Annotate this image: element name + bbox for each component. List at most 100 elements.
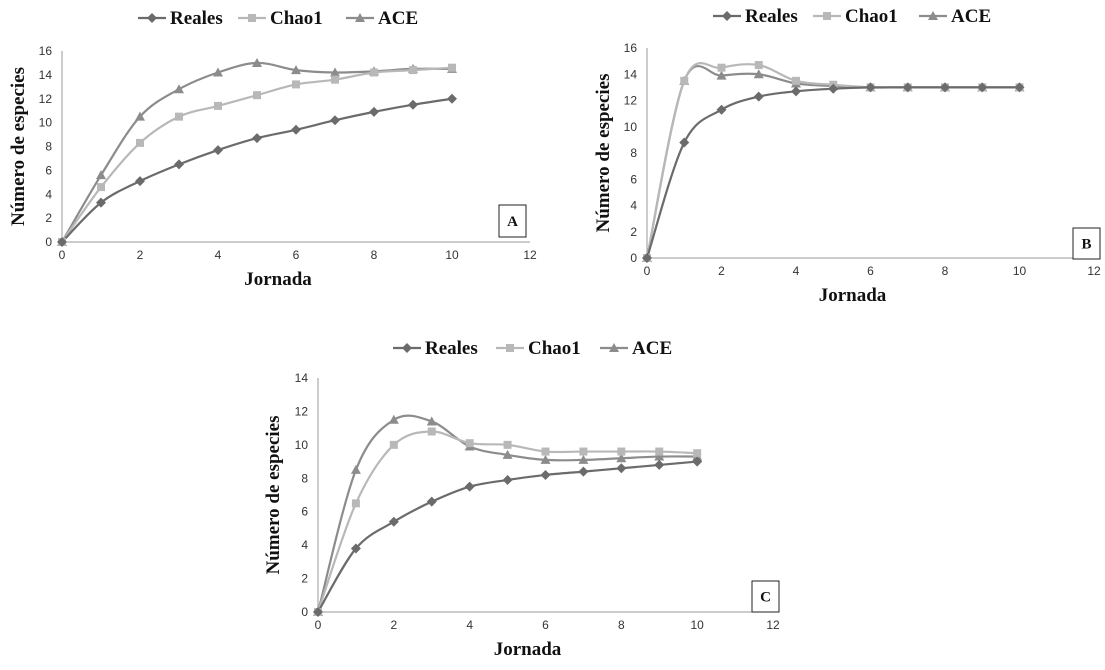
series-markers-reales [313,456,703,617]
data-point [252,57,262,67]
data-point [408,99,418,110]
data-point [291,65,301,75]
data-point [464,481,475,492]
data-point [448,63,456,72]
data-point [578,466,589,477]
data-point [388,414,399,424]
data-point [654,459,665,470]
x-axis-title: Jornada [494,639,562,660]
legend-marker [248,14,256,22]
y-tick-label: 8 [630,146,637,160]
panel-label: B [1081,237,1091,253]
data-point [388,516,399,527]
panel-label-box [498,204,527,238]
data-point [350,543,361,554]
data-point [427,427,436,436]
series-markers-chao1 [58,63,456,246]
x-tick-label: 0 [644,264,651,278]
legend-marker [147,13,157,23]
y-tick-label: 12 [39,92,53,106]
y-tick-label: 14 [295,371,309,385]
series-markers-chao1 [314,427,702,616]
series-line-reales [61,97,453,243]
data-point [292,80,300,89]
data-point [370,68,378,77]
x-tick-label: 6 [542,618,549,632]
data-point [409,66,417,75]
data-point [96,197,106,208]
y-tick-label: 2 [630,225,637,239]
legend-label: ACE [951,6,991,27]
x-tick-label: 2 [718,264,725,278]
legend-label: Chao1 [845,6,898,27]
y-tick-label: 14 [39,68,53,82]
x-tick-label: 4 [466,618,473,632]
legend-marker [506,344,514,352]
data-point [680,76,689,85]
y-tick-label: 16 [39,44,53,58]
x-tick-label: 12 [523,248,537,262]
data-point [716,70,727,80]
y-tick-label: 6 [630,172,637,186]
data-point [213,145,223,156]
data-point [578,454,589,464]
data-point [679,137,690,148]
data-point [616,453,627,463]
x-tick-label: 12 [1087,264,1101,278]
data-point [754,61,763,70]
data-point [541,447,550,456]
data-point [369,106,379,117]
data-point [426,496,437,507]
data-point [655,447,664,456]
y-tick-label: 2 [301,572,308,586]
y-axis-title: Número de especies [263,415,284,574]
data-point [716,104,727,115]
data-point [57,237,67,247]
data-point [330,67,340,77]
data-point [902,82,913,93]
legend-label: Reales [745,6,798,27]
x-tick-label: 2 [390,618,397,632]
x-tick-label: 6 [293,248,300,262]
x-tick-label: 8 [618,618,625,632]
chart-svg: 0 2 4 6 8 10 12 14 16 0 2 4 6 8 10 12 Jornada Número de e… [593,6,1101,306]
x-axis-title: Jornada [244,269,312,290]
x-tick-label: 4 [215,248,222,262]
data-point [426,416,437,426]
data-point [792,76,800,85]
y-tick-label: 10 [624,120,638,134]
data-point [253,91,261,100]
data-point [977,82,988,93]
chart-panel-c: 0 2 4 6 8 10 12 14 0 2 4 6 8 10 12 Jornada Número de esp… [255,335,815,670]
x-tick-label: 0 [59,248,66,262]
data-point [175,112,183,121]
data-point [331,75,339,84]
data-point [642,253,652,263]
y-tick-label: 6 [301,505,308,519]
y-tick-label: 4 [301,538,308,552]
x-tick-label: 8 [942,264,949,278]
x-tick-label: 8 [371,248,378,262]
x-axis-title: Jornada [819,285,887,306]
legend-marker [928,11,938,20]
x-tick-label: 12 [766,618,780,632]
data-point [717,63,726,72]
legend-label: Reales [170,8,223,29]
data-point [940,82,950,93]
data-point [791,86,801,97]
legend-label: Chao1 [528,338,581,359]
y-tick-label: 2 [45,211,52,225]
x-tick-label: 10 [1013,264,1027,278]
data-point [692,456,703,467]
y-tick-label: 8 [45,140,52,154]
data-point [540,469,551,480]
data-point [654,451,665,461]
panel-label: C [760,590,771,606]
x-tick-label: 0 [315,618,322,632]
data-point [291,124,301,135]
legend-marker [722,11,732,21]
data-point [1014,82,1025,93]
series-line-reales [645,86,1020,259]
data-point [540,454,551,464]
x-tick-label: 6 [867,264,874,278]
